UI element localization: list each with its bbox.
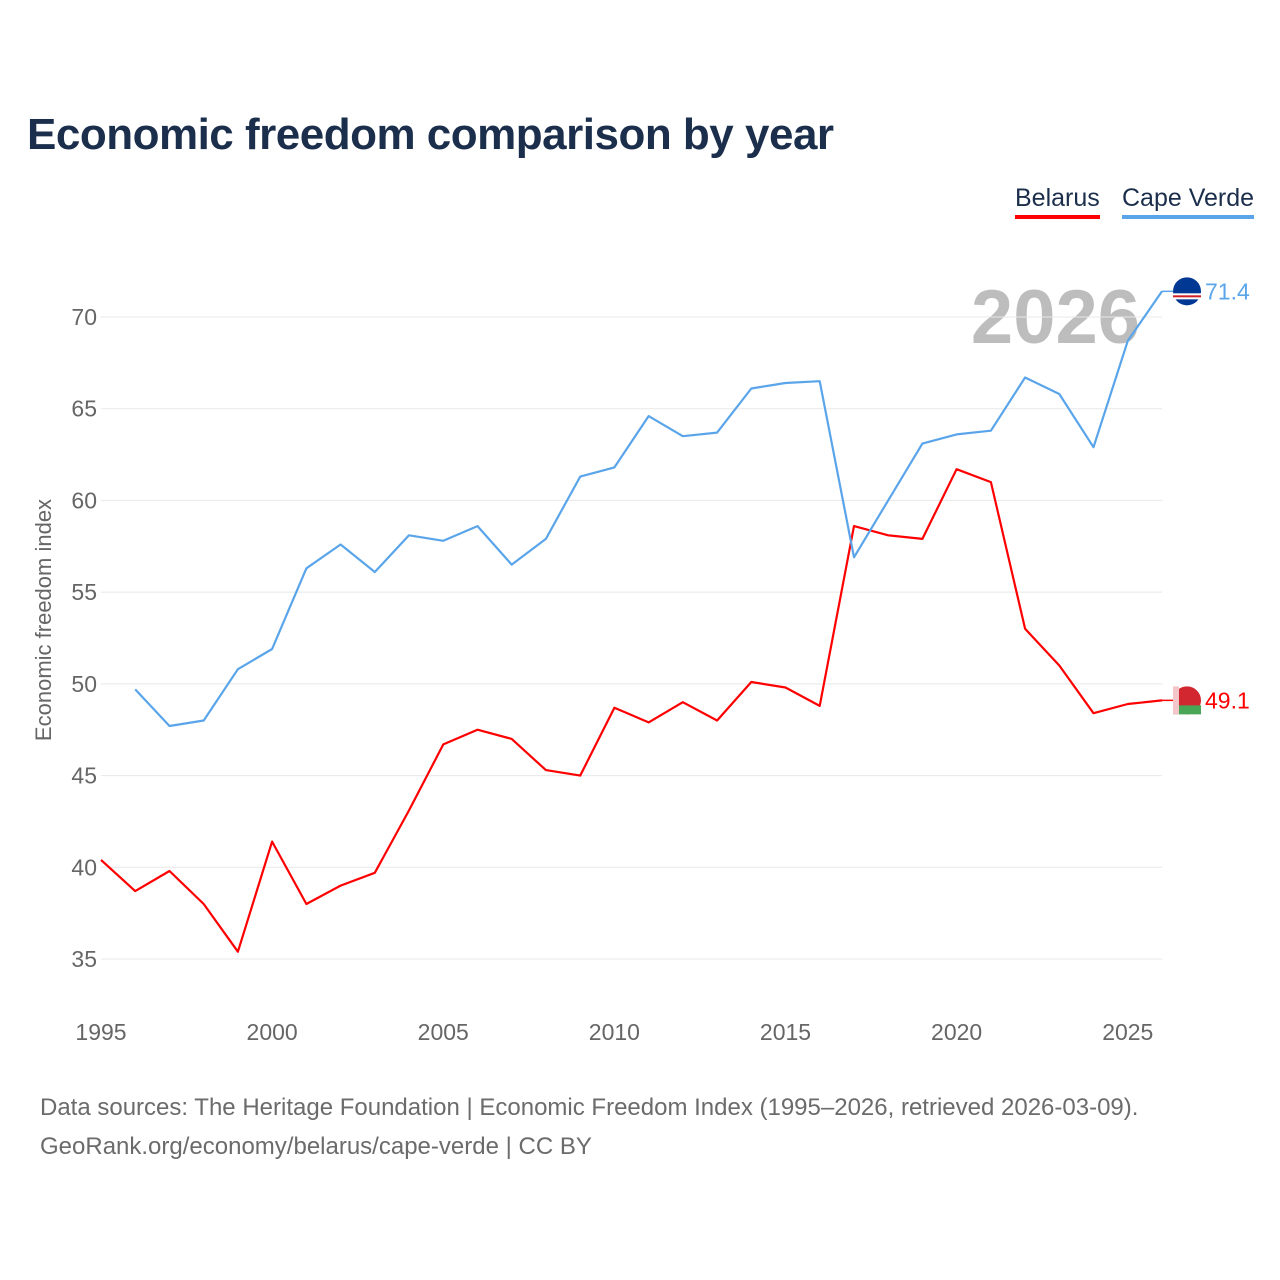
x-tick-label: 2005 (418, 1019, 469, 1045)
y-tick-label: 40 (71, 854, 97, 880)
source-line-2[interactable]: GeoRank.org/economy/belarus/cape-verde |… (40, 1133, 592, 1160)
y-tick-label: 45 (71, 763, 97, 789)
series-line-cape-verde (134, 290, 1163, 728)
y-tick-label: 50 (71, 671, 97, 697)
x-tick-label: 2015 (760, 1019, 811, 1045)
y-tick-label: 35 (71, 946, 97, 972)
end-value-label: 49.1 (1205, 687, 1250, 713)
flag-stripe (1173, 295, 1201, 298)
x-tick-label: 2000 (247, 1019, 298, 1045)
x-tick-label: 2025 (1102, 1019, 1153, 1045)
y-tick-label: 65 (71, 396, 97, 422)
x-tick-label: 2020 (931, 1019, 982, 1045)
legend-belarus[interactable]: Belarus (1015, 184, 1100, 219)
flag-stripe (1173, 705, 1201, 715)
cape-verde-flag-icon (1173, 277, 1201, 306)
source-line-1: Data sources: The Heritage Foundation | … (40, 1094, 1139, 1121)
end-value-label: 71.4 (1205, 278, 1250, 304)
y-tick-label: 70 (71, 304, 97, 330)
x-tick-label: 2010 (589, 1019, 640, 1045)
flag-ornament (1173, 686, 1179, 715)
y-tick-label: 55 (71, 579, 97, 605)
y-axis-label: Economic freedom index (31, 499, 56, 741)
series-line-belarus (100, 468, 1163, 953)
chart-title: Economic freedom comparison by year (27, 110, 834, 159)
legend-cape-verde[interactable]: Cape Verde (1122, 184, 1255, 219)
y-tick-label: 60 (71, 487, 97, 513)
x-tick-label: 1995 (75, 1019, 126, 1045)
source-note: Data sources: The Heritage Foundation | … (40, 1088, 1138, 1166)
